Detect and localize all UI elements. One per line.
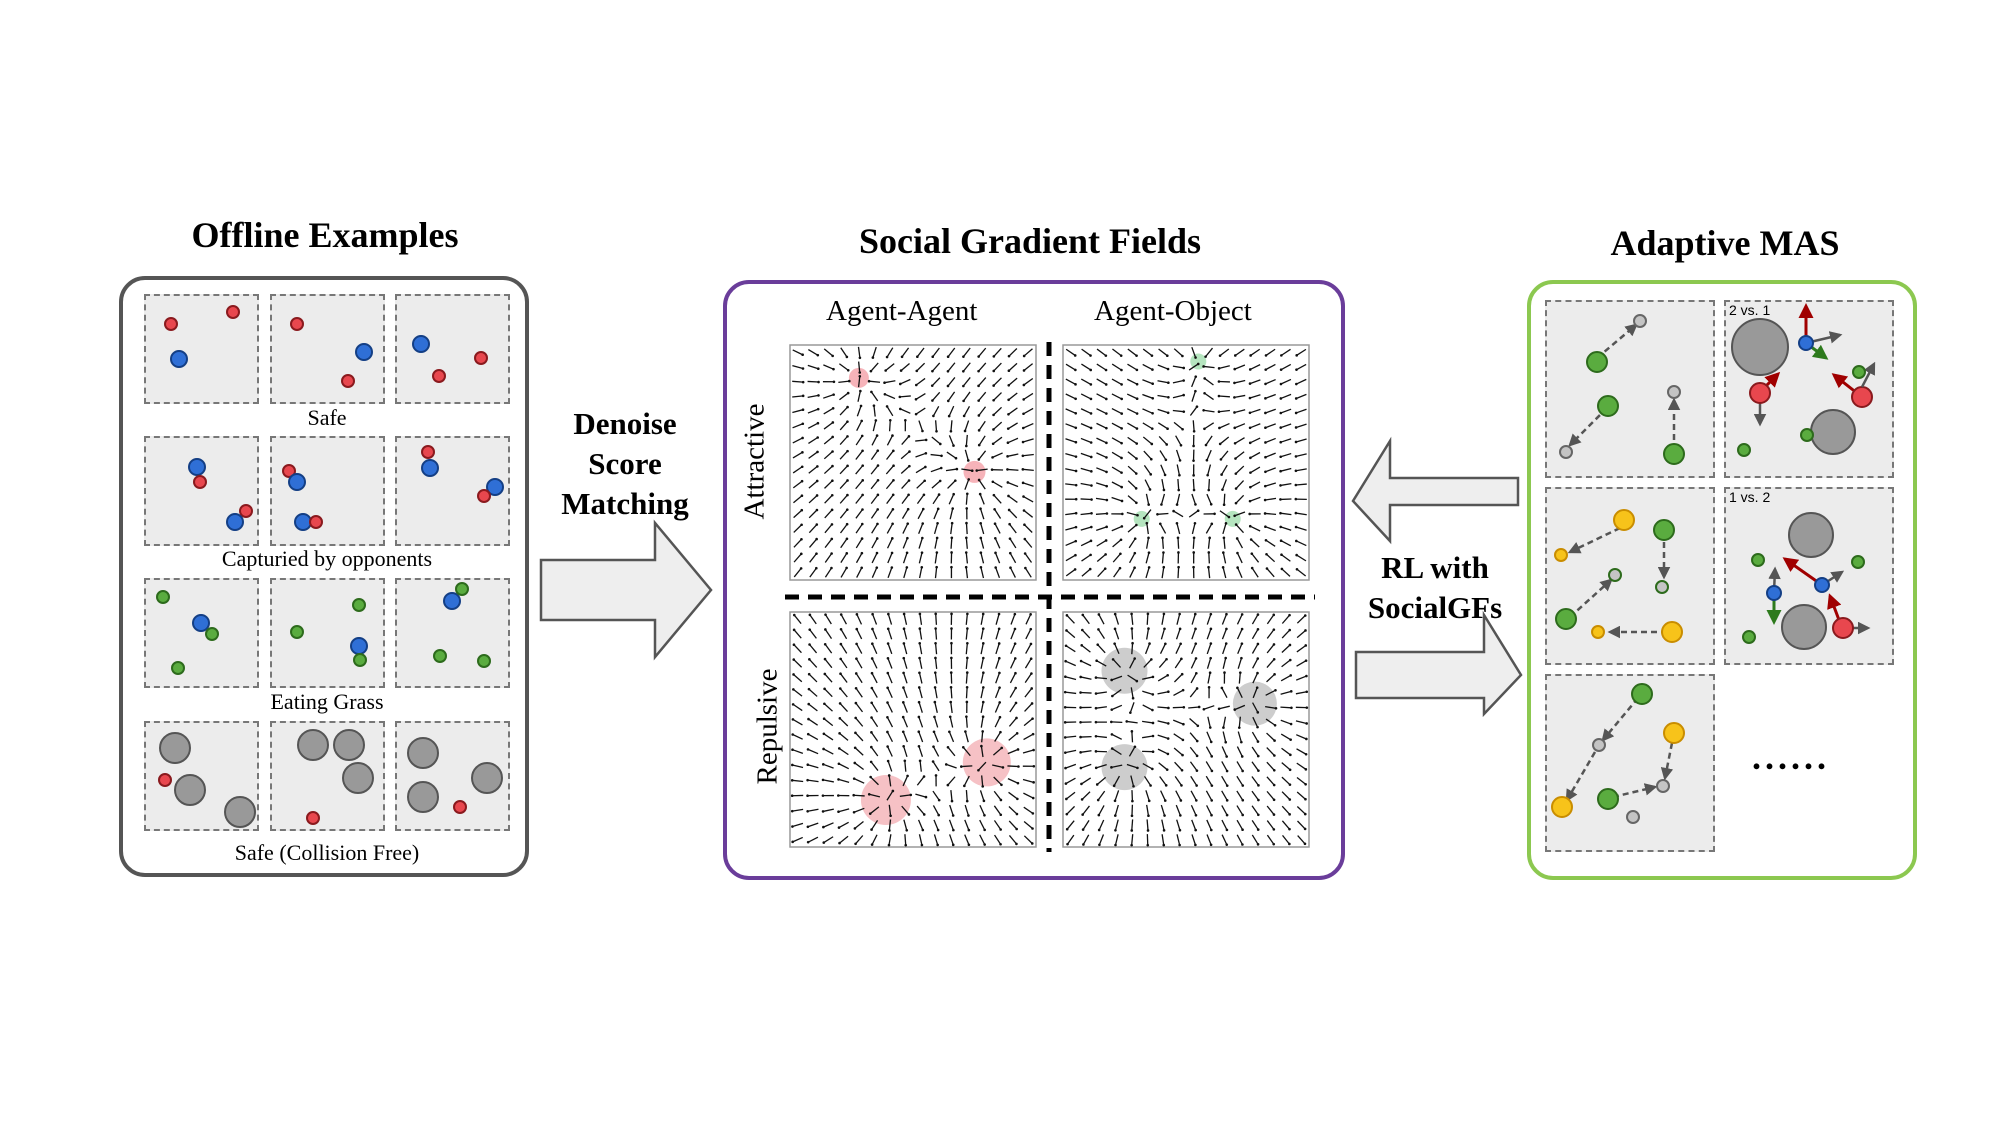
tag-2-vs-1: 2 vs. 1 [1729,302,1771,318]
mas-cell [1545,674,1715,852]
blue-agent [170,350,188,368]
offline-cell [395,294,510,404]
mas-cell [1545,487,1715,665]
gradient-title: Social Gradient Fields [859,221,1201,261]
obstacle [333,729,365,761]
grass [433,649,447,663]
grass [455,582,469,596]
col-label-agent-agent: Agent-Agent [826,295,978,327]
denoise-label-1: Denoise [573,406,677,441]
denoise-label-2: Score [588,446,662,481]
red-agent [477,489,491,503]
caption-eating-grass: Eating Grass [270,689,384,714]
red-agent [290,317,304,331]
offline-cell [395,578,510,688]
mas-cell [1724,300,1894,478]
red-agent [164,317,178,331]
obstacle [407,737,439,769]
offline-title: Offline Examples [191,215,459,255]
red-agent [432,369,446,383]
grass [290,625,304,639]
obstacle [174,774,206,806]
obstacle [159,732,191,764]
col-label-agent-object: Agent-Object [1094,295,1252,327]
blue-agent [355,343,373,361]
denoise-label-3: Matching [561,486,689,521]
obstacle [224,796,256,828]
red-agent [474,351,488,365]
rl-label-2: SocialGFs [1367,590,1503,625]
grass [171,661,185,675]
rl-label-1: RL with [1381,550,1489,585]
blue-agent [226,513,244,531]
red-agent [158,773,172,787]
row-label-repulsive: Repulsive [751,668,784,785]
obstacle [471,762,503,794]
ellipsis: ...... [1752,737,1830,777]
caption-captured: Capturied by opponents [221,546,433,571]
offline-cell [144,294,259,404]
blue-agent [288,473,306,491]
grass [477,654,491,668]
grass [352,598,366,612]
obstacle [342,762,374,794]
grass [353,653,367,667]
offline-cell [270,436,385,546]
caption-collision-free: Safe (Collision Free) [234,840,420,865]
red-agent [453,800,467,814]
offline-cell [144,436,259,546]
blue-agent [421,459,439,477]
blue-agent [192,614,210,632]
obstacle [407,781,439,813]
tag-1-vs-2: 1 vs. 2 [1729,489,1771,505]
red-agent [239,504,253,518]
blue-agent [188,458,206,476]
red-agent [226,305,240,319]
row-label-attractive: Attractive [738,403,771,520]
mas-cell [1724,487,1894,665]
red-agent [421,445,435,459]
caption-safe: Safe [307,405,347,430]
red-agent [309,515,323,529]
mas-cell [1545,300,1715,478]
blue-agent [412,335,430,353]
grass [205,627,219,641]
obstacle [297,729,329,761]
grass [156,590,170,604]
red-agent [193,475,207,489]
blue-agent [443,592,461,610]
offline-cell [270,578,385,688]
red-agent [341,374,355,388]
blue-agent [486,478,504,496]
red-agent [306,811,320,825]
gradient-panel [723,280,1345,880]
adaptive-title: Adaptive MAS [1610,223,1840,263]
